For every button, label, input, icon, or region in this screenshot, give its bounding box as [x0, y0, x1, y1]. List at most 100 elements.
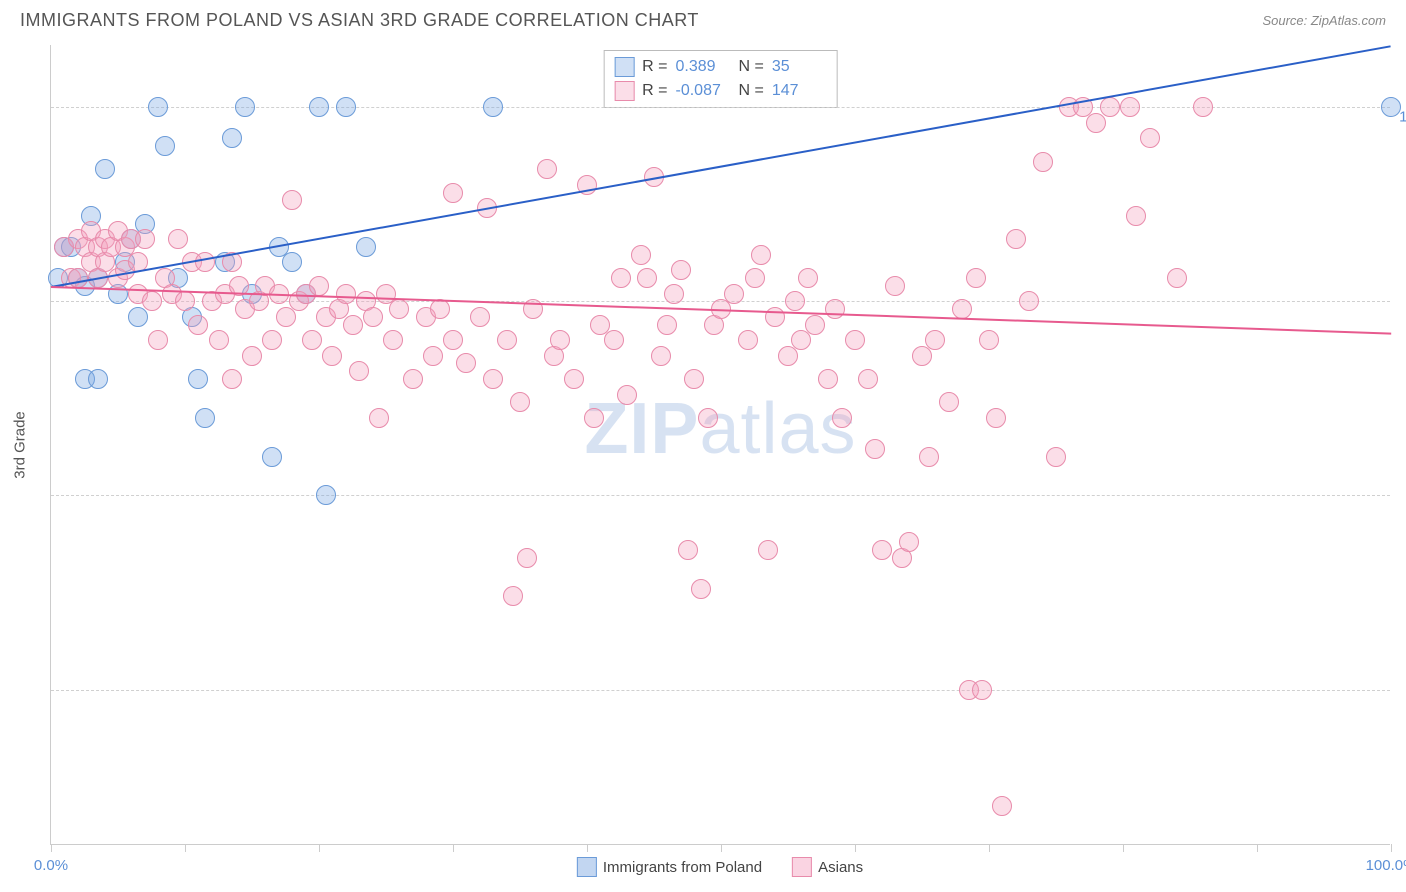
chart-source: Source: ZipAtlas.com [1262, 13, 1386, 28]
data-point [135, 229, 155, 249]
data-point [282, 190, 302, 210]
data-point [1381, 97, 1401, 117]
data-point [188, 369, 208, 389]
data-point [671, 260, 691, 280]
data-point [885, 276, 905, 296]
data-point [343, 315, 363, 335]
data-point [168, 229, 188, 249]
data-point [175, 291, 195, 311]
data-point [369, 408, 389, 428]
data-point [276, 307, 296, 327]
x-tick [1391, 844, 1392, 852]
chart-header: IMMIGRANTS FROM POLAND VS ASIAN 3RD GRAD… [0, 0, 1406, 36]
data-point [738, 330, 758, 350]
data-point [872, 540, 892, 560]
data-point [363, 307, 383, 327]
data-point [818, 369, 838, 389]
data-point [805, 315, 825, 335]
data-point [791, 330, 811, 350]
data-point [262, 447, 282, 467]
data-point [282, 252, 302, 272]
data-point [1126, 206, 1146, 226]
data-point [142, 291, 162, 311]
data-point [758, 540, 778, 560]
x-tick [721, 844, 722, 852]
data-point [430, 299, 450, 319]
x-tick [319, 844, 320, 852]
data-point [389, 299, 409, 319]
data-point [678, 540, 698, 560]
data-point [651, 346, 671, 366]
data-point [383, 330, 403, 350]
data-point [309, 97, 329, 117]
data-point [972, 680, 992, 700]
data-point [684, 369, 704, 389]
data-point [336, 284, 356, 304]
data-point [443, 330, 463, 350]
data-point [745, 268, 765, 288]
gridline [51, 690, 1390, 691]
data-point [209, 330, 229, 350]
correlation-stats-box: R =0.389N =35R =-0.087N =147 [603, 50, 838, 108]
data-point [1086, 113, 1106, 133]
data-point [517, 548, 537, 568]
data-point [155, 136, 175, 156]
chart-legend: Immigrants from PolandAsians [577, 857, 863, 877]
chart-title: IMMIGRANTS FROM POLAND VS ASIAN 3RD GRAD… [20, 10, 699, 31]
stats-n-value: 35 [772, 58, 827, 76]
data-point [242, 346, 262, 366]
data-point [865, 439, 885, 459]
data-point [724, 284, 744, 304]
stats-r-label: R = [642, 82, 667, 100]
stats-row: R =-0.087N =147 [614, 79, 827, 103]
legend-label: Asians [818, 859, 863, 876]
data-point [148, 330, 168, 350]
data-point [195, 252, 215, 272]
data-point [912, 346, 932, 366]
data-point [825, 299, 845, 319]
data-point [309, 276, 329, 296]
data-point [235, 97, 255, 117]
data-point [785, 291, 805, 311]
data-point [919, 447, 939, 467]
data-point [952, 299, 972, 319]
data-point [470, 307, 490, 327]
data-point [510, 392, 530, 412]
x-tick [989, 844, 990, 852]
stats-r-label: R = [642, 58, 667, 76]
x-tick [587, 844, 588, 852]
data-point [322, 346, 342, 366]
data-point [584, 408, 604, 428]
data-point [88, 369, 108, 389]
data-point [262, 330, 282, 350]
data-point [1120, 97, 1140, 117]
stats-row: R = 0.389 N = 35 [614, 55, 827, 79]
stats-r-value: -0.087 [676, 82, 731, 100]
data-point [1140, 128, 1160, 148]
data-point [550, 330, 570, 350]
data-point [564, 369, 584, 389]
stats-r-value: 0.389 [676, 58, 731, 76]
chart-container: 3rd Grade ZIPatlas R =0.389N =35R =-0.08… [50, 45, 1390, 845]
x-tick [1257, 844, 1258, 852]
data-point [483, 97, 503, 117]
data-point [992, 796, 1012, 816]
stats-n-label: N = [739, 58, 764, 76]
legend-item: Asians [792, 857, 863, 877]
data-point [604, 330, 624, 350]
data-point [798, 268, 818, 288]
data-point [631, 245, 651, 265]
data-point [832, 408, 852, 428]
data-point [403, 369, 423, 389]
data-point [68, 268, 88, 288]
data-point [664, 284, 684, 304]
data-point [356, 237, 376, 257]
data-point [1193, 97, 1213, 117]
data-point [939, 392, 959, 412]
data-point [637, 268, 657, 288]
data-point [778, 346, 798, 366]
x-tick [855, 844, 856, 852]
data-point [858, 369, 878, 389]
data-point [302, 330, 322, 350]
data-point [611, 268, 631, 288]
